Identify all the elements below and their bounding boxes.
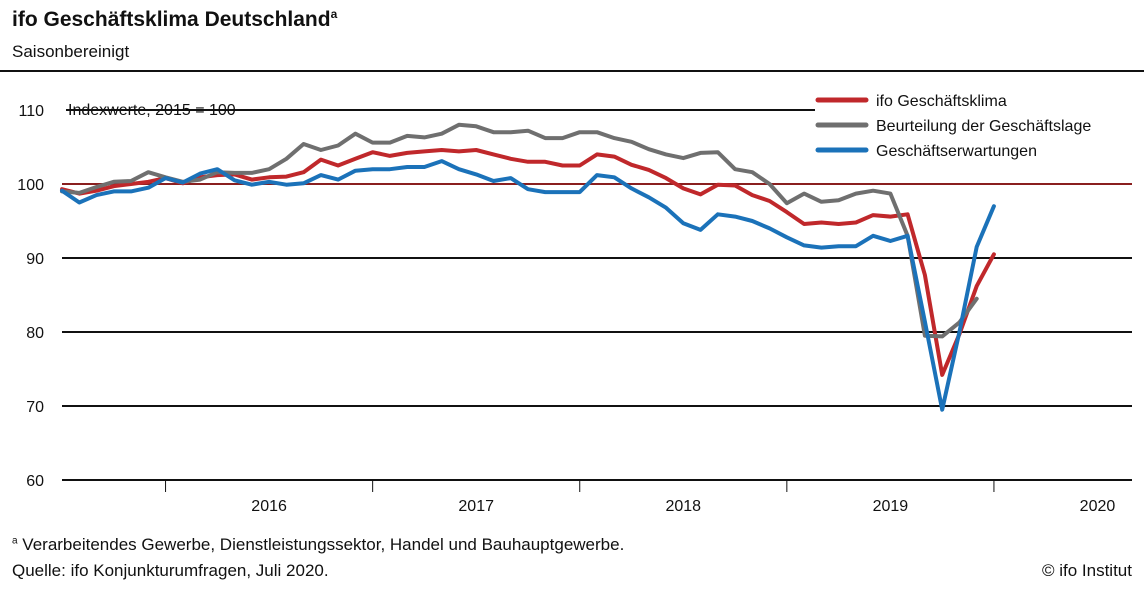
series-line-3 [60, 159, 996, 412]
chart-subtitle: Saisonbereinigt [12, 42, 130, 61]
legend-label: Beurteilung der Geschäftslage [876, 118, 1091, 135]
series-line-2 [60, 122, 979, 339]
series-lines [60, 122, 996, 412]
grid-lines [62, 109, 1132, 407]
year-label: 2019 [873, 498, 909, 515]
y-axis: 60 70 80 90 100 110 [17, 103, 44, 490]
y-tick-label: 70 [26, 399, 44, 416]
line-chart: 60 70 80 90 100 110 2016 2017 2018 2019 2020 ifo … [17, 93, 1132, 515]
x-axis: 2016 2017 2018 2019 2020 [62, 479, 1132, 515]
y-tick-label: 100 [17, 177, 44, 194]
copyright: © ifo Institut [1041, 561, 1132, 580]
legend-label: ifo Geschäftsklima [876, 93, 1007, 110]
y-tick-label: 110 [18, 103, 44, 120]
series-line-1 [60, 148, 996, 377]
y-tick-label: 80 [26, 325, 44, 342]
year-label: 2016 [251, 498, 287, 515]
year-label: 2018 [665, 498, 701, 515]
unit-label: Indexwerte, 2015 = 100 [68, 102, 236, 119]
chart-title: ifo Geschäftsklima Deutschlanda [12, 7, 338, 31]
y-tick-label: 90 [26, 251, 44, 268]
footnote-marker: a [12, 535, 18, 547]
source-note: Quelle: ifo Konjunkturumfragen, Juli 202… [12, 561, 329, 580]
header-divider [0, 70, 1144, 72]
year-label: 2017 [458, 498, 494, 515]
footnote: a Verarbeitendes Gewerbe, Dienstleistung… [12, 535, 625, 554]
legend: ifo Geschäftsklima Beurteilung der Geschä… [815, 93, 1091, 160]
title-footnote-marker: a [330, 7, 338, 21]
legend-label: Geschäftserwartungen [876, 143, 1037, 160]
year-label: 2020 [1080, 498, 1116, 515]
y-tick-label: 60 [26, 473, 44, 490]
